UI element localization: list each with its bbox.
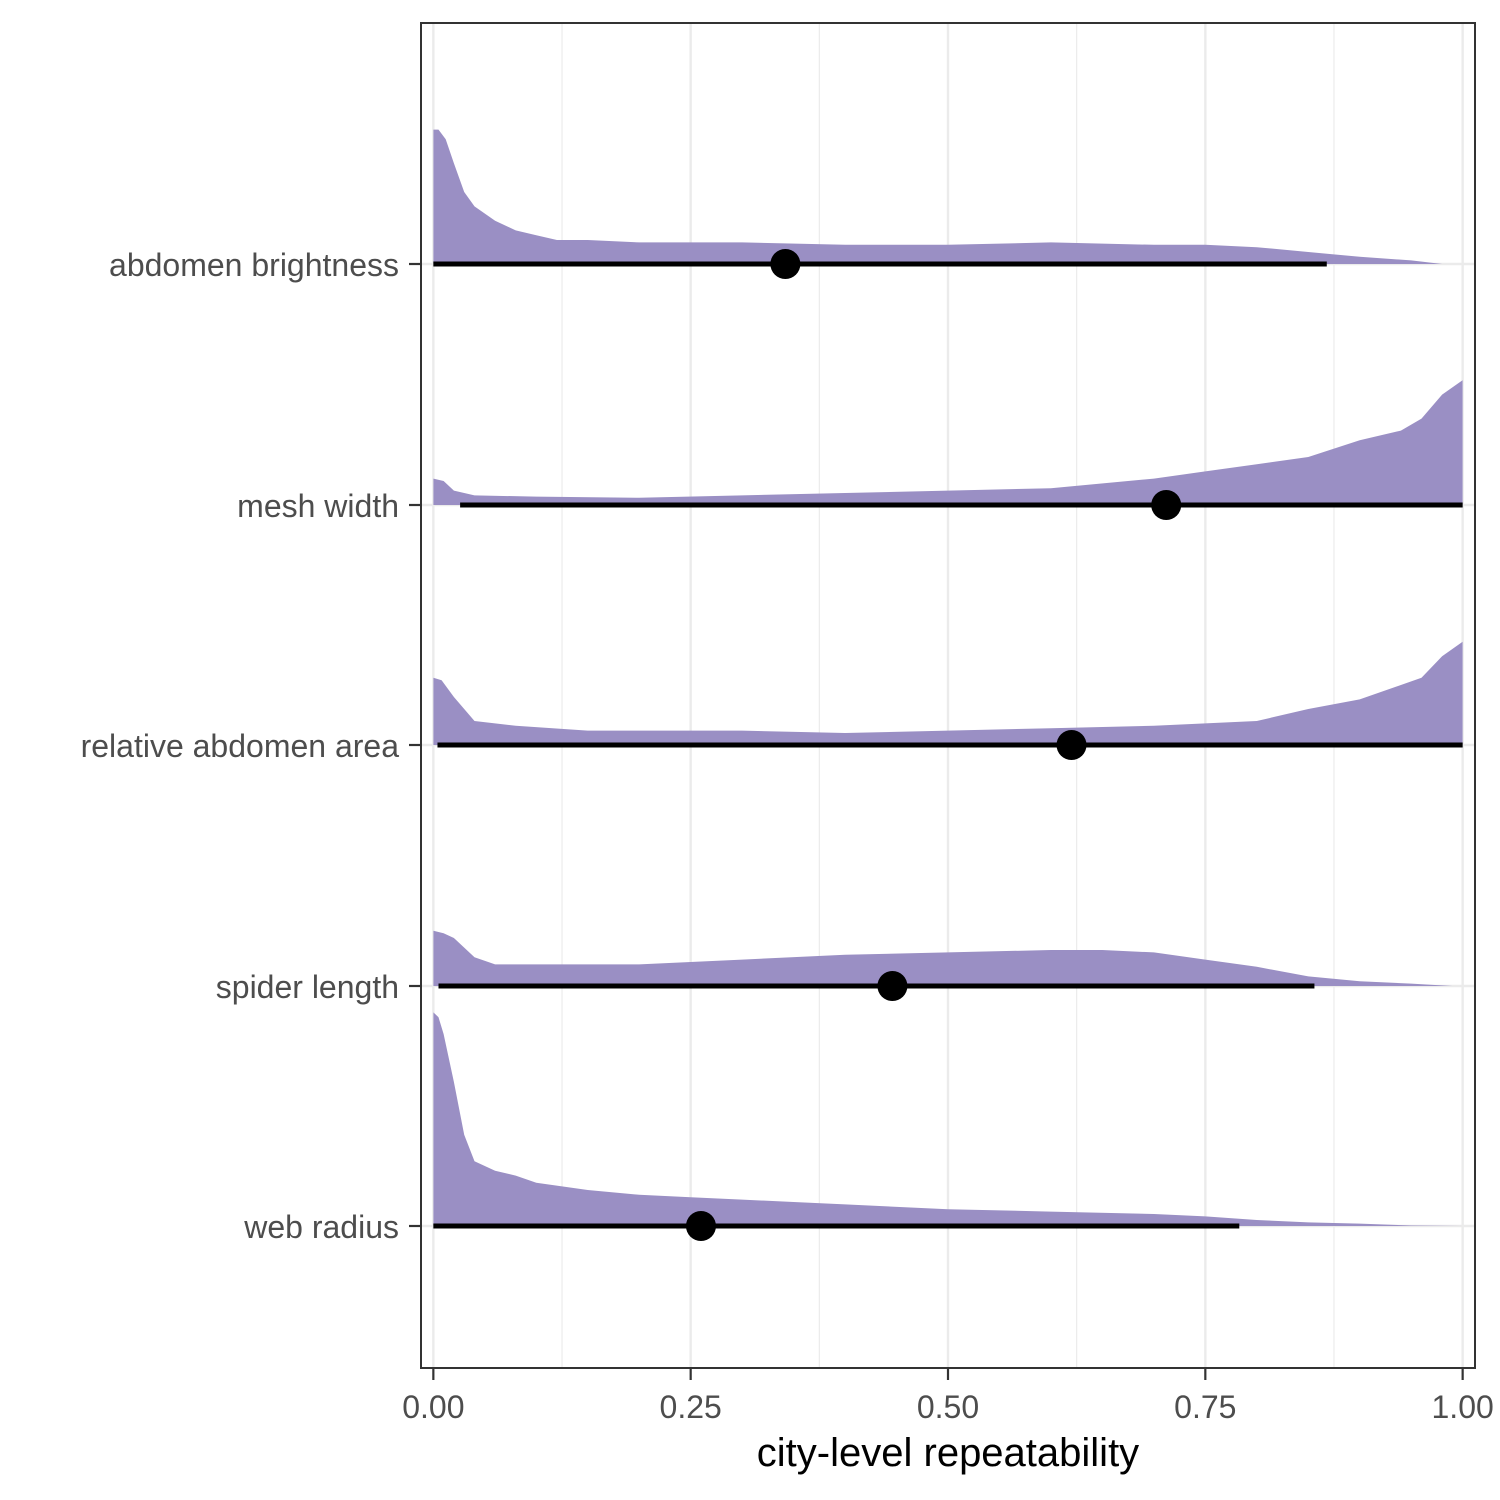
y-tick-label: spider length [216, 969, 399, 1005]
x-tick-label: 0.50 [917, 1389, 979, 1425]
density-area [433, 641, 1463, 745]
y-tick-label: relative abdomen area [81, 728, 400, 764]
point-estimate [877, 971, 908, 1001]
point-estimates [685, 249, 1182, 1241]
density-area [433, 1012, 1463, 1226]
x-tick-label: 0.25 [660, 1389, 722, 1425]
point-estimate [770, 249, 801, 279]
axes: abdomen brightness mesh width relative abd… [81, 247, 1494, 1425]
interval-lines [433, 261, 1463, 1229]
point-estimate [1151, 490, 1182, 520]
y-tick-label: abdomen brightness [109, 247, 399, 283]
x-tick-label: 0.00 [402, 1389, 464, 1425]
y-tick-label: web radius [243, 1209, 399, 1245]
x-tick-label: 0.75 [1174, 1389, 1236, 1425]
x-axis-title: city-level repeatability [757, 1431, 1139, 1475]
density-area [433, 129, 1443, 264]
density-areas [433, 129, 1463, 1226]
point-estimate [685, 1211, 716, 1241]
y-tick-label: mesh width [237, 488, 399, 524]
density-area [433, 380, 1463, 505]
point-estimate [1056, 730, 1087, 760]
density-area [433, 930, 1453, 986]
x-tick-label: 1.00 [1432, 1389, 1494, 1425]
